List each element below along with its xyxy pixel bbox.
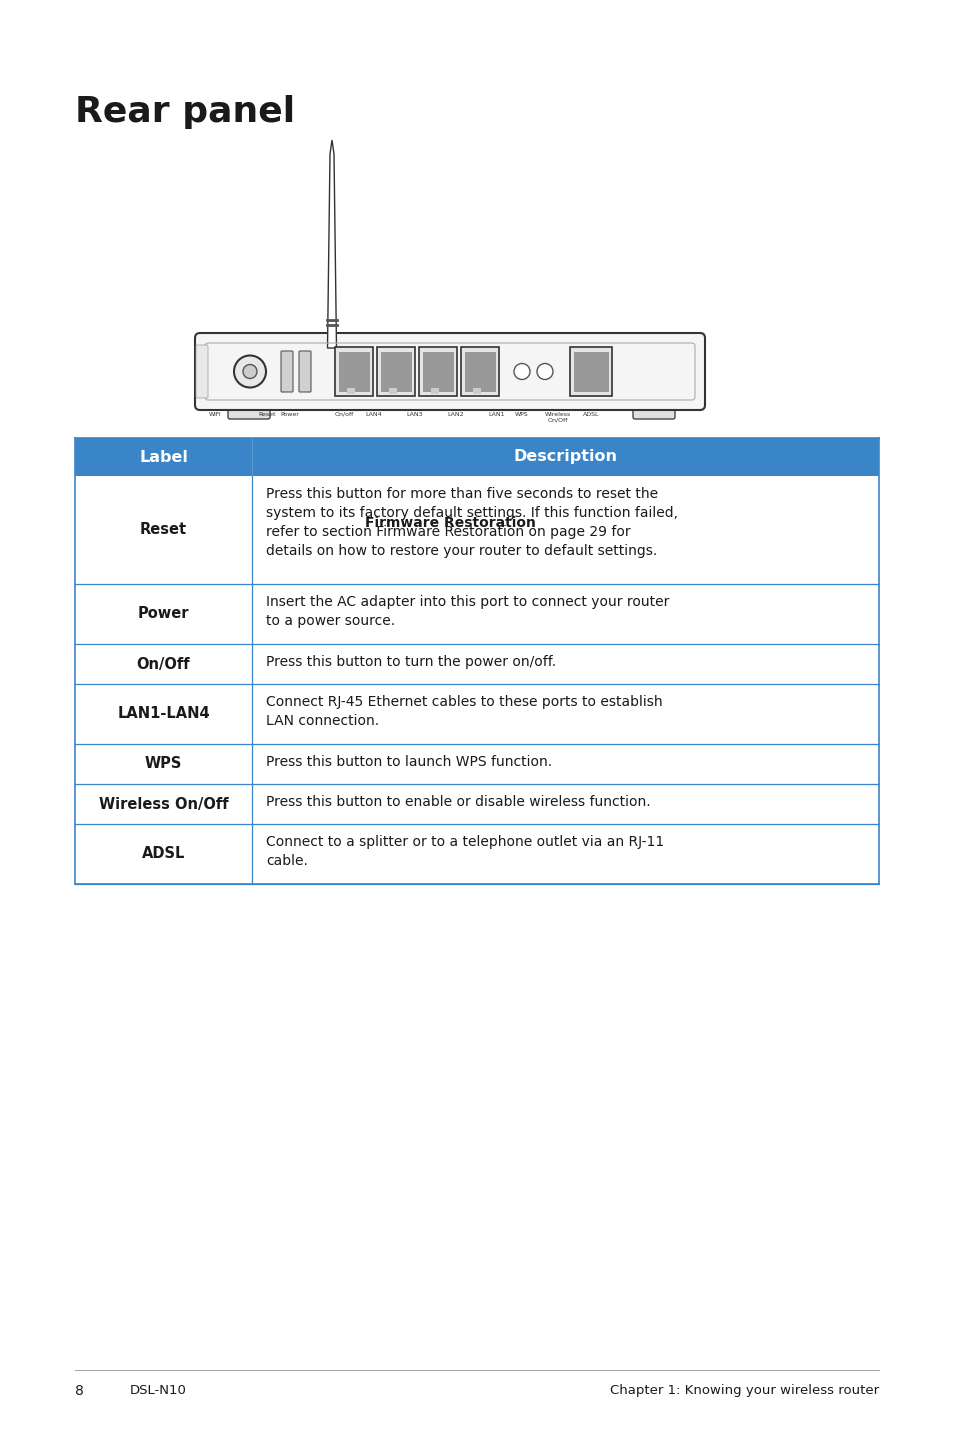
Polygon shape xyxy=(327,139,336,348)
Circle shape xyxy=(243,364,256,378)
FancyBboxPatch shape xyxy=(569,347,612,395)
FancyBboxPatch shape xyxy=(633,403,675,418)
Text: Power: Power xyxy=(137,607,189,621)
Text: Power: Power xyxy=(280,413,299,417)
Text: WiFi: WiFi xyxy=(209,413,221,417)
Text: WPS: WPS xyxy=(145,756,182,772)
Text: Description: Description xyxy=(513,450,617,464)
FancyBboxPatch shape xyxy=(75,476,878,584)
Text: LAN2: LAN2 xyxy=(447,413,464,417)
FancyBboxPatch shape xyxy=(281,351,293,393)
FancyBboxPatch shape xyxy=(422,352,453,391)
FancyBboxPatch shape xyxy=(75,644,878,684)
FancyBboxPatch shape xyxy=(194,334,704,410)
Circle shape xyxy=(233,355,266,387)
FancyBboxPatch shape xyxy=(195,345,208,398)
Text: ADSL: ADSL xyxy=(142,847,185,861)
FancyBboxPatch shape xyxy=(228,403,270,418)
Text: DSL-N10: DSL-N10 xyxy=(130,1383,187,1396)
Text: Chapter 1: Knowing your wireless router: Chapter 1: Knowing your wireless router xyxy=(609,1383,878,1396)
Text: Wireless On/Off: Wireless On/Off xyxy=(98,797,228,811)
Text: Firmware Restoration: Firmware Restoration xyxy=(365,516,536,531)
FancyBboxPatch shape xyxy=(431,388,438,394)
Text: WPS: WPS xyxy=(515,413,528,417)
FancyBboxPatch shape xyxy=(376,347,415,395)
FancyBboxPatch shape xyxy=(380,352,411,391)
Text: Press this button to launch WPS function.: Press this button to launch WPS function… xyxy=(266,755,552,769)
FancyBboxPatch shape xyxy=(464,352,495,391)
Text: Press this button to turn the power on/off.: Press this button to turn the power on/o… xyxy=(266,654,556,669)
Text: Connect to a splitter or to a telephone outlet via an RJ-11
cable.: Connect to a splitter or to a telephone … xyxy=(266,835,663,869)
Text: LAN1: LAN1 xyxy=(488,413,505,417)
Text: LAN4: LAN4 xyxy=(365,413,382,417)
Text: On/off: On/off xyxy=(334,413,354,417)
Circle shape xyxy=(514,364,530,380)
FancyBboxPatch shape xyxy=(75,743,878,784)
Circle shape xyxy=(537,364,553,380)
FancyBboxPatch shape xyxy=(574,352,607,391)
FancyBboxPatch shape xyxy=(298,351,311,393)
Text: Connect RJ-45 Ethernet cables to these ports to establish
LAN connection.: Connect RJ-45 Ethernet cables to these p… xyxy=(266,695,661,728)
FancyBboxPatch shape xyxy=(75,584,878,644)
FancyBboxPatch shape xyxy=(460,347,498,395)
FancyBboxPatch shape xyxy=(75,824,878,884)
Text: Press this button for more than five seconds to reset the
system to its factory : Press this button for more than five sec… xyxy=(266,487,678,558)
FancyBboxPatch shape xyxy=(418,347,456,395)
Text: LAN1-LAN4: LAN1-LAN4 xyxy=(117,706,210,722)
Text: LAN3: LAN3 xyxy=(406,413,423,417)
FancyBboxPatch shape xyxy=(75,439,878,476)
Text: Label: Label xyxy=(139,450,188,464)
Text: Wireless
On/Off: Wireless On/Off xyxy=(544,413,571,423)
FancyBboxPatch shape xyxy=(338,352,369,391)
FancyBboxPatch shape xyxy=(75,684,878,743)
Text: Insert the AC adapter into this port to connect your router
to a power source.: Insert the AC adapter into this port to … xyxy=(266,595,669,628)
FancyBboxPatch shape xyxy=(75,784,878,824)
FancyBboxPatch shape xyxy=(389,388,396,394)
Text: On/Off: On/Off xyxy=(136,657,190,672)
Text: Press this button to enable or disable wireless function.: Press this button to enable or disable w… xyxy=(266,795,650,810)
FancyBboxPatch shape xyxy=(347,388,355,394)
Text: 8: 8 xyxy=(75,1383,84,1398)
Text: Reset: Reset xyxy=(258,413,275,417)
FancyBboxPatch shape xyxy=(335,347,373,395)
Text: ADSL: ADSL xyxy=(582,413,598,417)
FancyBboxPatch shape xyxy=(473,388,480,394)
Text: Reset: Reset xyxy=(140,522,187,538)
Text: Rear panel: Rear panel xyxy=(75,95,294,129)
